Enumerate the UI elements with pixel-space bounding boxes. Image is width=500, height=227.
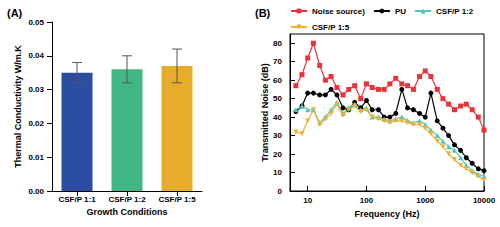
svg-text:Thermal Conductivity W/m.K: Thermal Conductivity W/m.K <box>13 45 23 168</box>
svg-text:0.02: 0.02 <box>28 119 44 128</box>
svg-text:0.00: 0.00 <box>28 187 44 196</box>
svg-text:0.05: 0.05 <box>28 18 44 27</box>
svg-text:0.03: 0.03 <box>28 85 44 94</box>
svg-text:0.04: 0.04 <box>28 51 44 60</box>
svg-text:Frequency (Hz): Frequency (Hz) <box>354 209 419 219</box>
svg-text:10: 10 <box>273 168 282 177</box>
svg-text:30: 30 <box>273 131 282 140</box>
svg-text:(A): (A) <box>7 7 23 19</box>
svg-text:50: 50 <box>273 94 282 103</box>
svg-text:PU: PU <box>395 7 406 16</box>
svg-text:CSF/P 1:2: CSF/P 1:2 <box>436 7 474 16</box>
svg-text:10000: 10000 <box>473 196 496 205</box>
svg-text:CSF/P 1:5: CSF/P 1:5 <box>312 23 350 32</box>
svg-text:1000: 1000 <box>416 196 434 205</box>
svg-text:80: 80 <box>273 39 282 48</box>
svg-text:0: 0 <box>278 187 283 196</box>
svg-text:Growth Conditions: Growth Conditions <box>87 207 168 217</box>
svg-text:20: 20 <box>273 150 282 159</box>
svg-text:(B): (B) <box>255 7 271 19</box>
svg-text:10: 10 <box>303 196 312 205</box>
svg-text:100: 100 <box>360 196 374 205</box>
svg-text:70: 70 <box>273 57 282 66</box>
svg-text:CSF/P 1:2: CSF/P 1:2 <box>108 195 146 204</box>
svg-text:40: 40 <box>273 113 282 122</box>
svg-text:Transmitted Noise (dB): Transmitted Noise (dB) <box>260 63 270 162</box>
svg-text:CSF/P 1:5: CSF/P 1:5 <box>158 195 196 204</box>
svg-text:0.01: 0.01 <box>28 153 44 162</box>
svg-text:60: 60 <box>273 76 282 85</box>
svg-text:Noise source): Noise source) <box>312 7 365 16</box>
svg-text:CSF/P 1:1: CSF/P 1:1 <box>58 195 96 204</box>
